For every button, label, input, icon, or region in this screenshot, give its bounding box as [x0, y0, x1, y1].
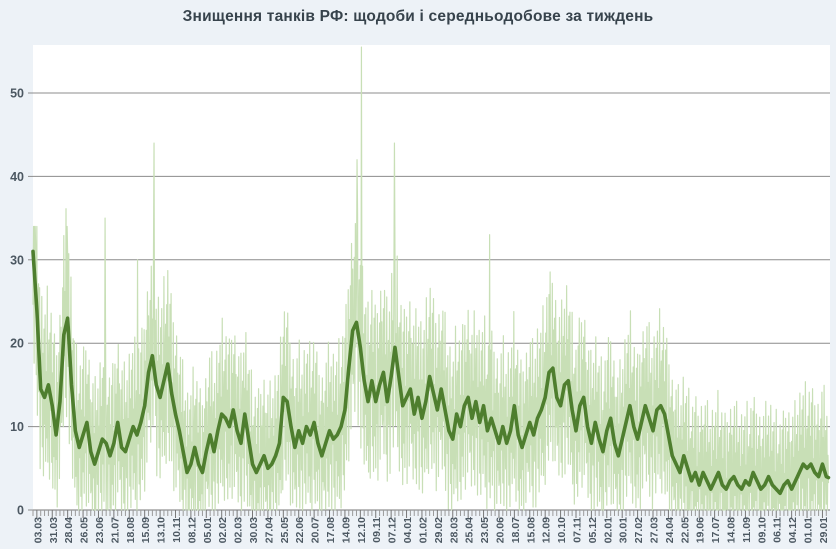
- x-axis-label: 19.06: [695, 517, 707, 543]
- x-axis-label: 22.05: [679, 517, 691, 543]
- x-axis-label: 29.02: [433, 517, 445, 543]
- x-axis-label: 24.04: [664, 517, 676, 543]
- x-axis-label: 22.06: [294, 517, 306, 543]
- y-axis-label: 30: [10, 253, 24, 267]
- x-axis-labels: 03.03 31.03 28.04 26.05 23.06 21.07 18.08 15.09…: [32, 517, 830, 543]
- x-axis-label: 10.10: [556, 517, 568, 543]
- x-axis-label: 13.10: [156, 517, 168, 543]
- x-axis-label: 27.03: [649, 517, 661, 543]
- y-axis-labels: 0 10 20 30 40 50: [10, 87, 24, 518]
- x-axis-label: 29.01: [818, 517, 830, 543]
- y-axis-label: 0: [17, 504, 24, 518]
- y-axis-label: 20: [10, 337, 24, 351]
- x-axis-label: 17.07: [710, 517, 722, 543]
- x-axis-label: 27.02: [633, 517, 645, 543]
- x-axis-label: 09.10: [756, 517, 768, 543]
- y-axis-label: 50: [10, 87, 24, 101]
- x-axis-label: 15.08: [525, 517, 537, 543]
- x-axis-label: 08.12: [186, 517, 198, 543]
- x-axis-label: 01.02: [417, 517, 429, 543]
- x-axis-label: 03.03: [32, 517, 44, 543]
- x-axis-label: 07.11: [571, 517, 583, 543]
- y-axis-label: 10: [10, 420, 24, 434]
- x-axis-label: 30.01: [618, 517, 630, 543]
- x-axis-label: 21.07: [109, 517, 121, 543]
- x-axis-label: 18.07: [510, 517, 522, 543]
- chart-title: Знищення танків РФ: щодоби і середньодоб…: [182, 8, 654, 25]
- x-axis-label: 28.03: [448, 517, 460, 543]
- x-axis-label: 05.12: [587, 517, 599, 543]
- x-axis-label: 02.01: [602, 517, 614, 543]
- x-axis-label: 02.03: [233, 517, 245, 543]
- x-axis-label: 07.12: [387, 517, 399, 543]
- x-axis-label: 31.03: [48, 517, 60, 543]
- x-axis-label: 05.01: [202, 517, 214, 543]
- x-axis-label: 18.08: [125, 517, 137, 543]
- weekly-average-line: [31, 249, 831, 496]
- x-axis-label: 04.12: [787, 517, 799, 543]
- x-axis-label: 28.04: [63, 517, 75, 543]
- x-axis-label: 12.09: [541, 517, 553, 543]
- x-axis-label: 25.05: [279, 517, 291, 543]
- x-axis-label: 11.09: [741, 517, 753, 543]
- x-axis-label: 17.08: [325, 517, 337, 543]
- daily-series-line: [32, 46, 830, 511]
- x-axis-label: 30.03: [248, 517, 260, 543]
- x-axis-label: 23.05: [479, 517, 491, 543]
- x-axis-label: 27.04: [263, 517, 275, 543]
- x-axis-label: 02.02: [217, 517, 229, 543]
- y-axis-label: 40: [10, 170, 24, 184]
- x-axis-label: 06.11: [772, 517, 784, 543]
- x-axis-label: 20.07: [310, 517, 322, 543]
- x-axis-label: 01.01: [803, 517, 815, 543]
- x-axis-label: 09.11: [371, 517, 383, 543]
- x-axis-label: 12.10: [356, 517, 368, 543]
- x-axis-label: 04.01: [402, 517, 414, 543]
- x-axis-label: 14.09: [340, 517, 352, 543]
- x-axis-label: 26.05: [79, 517, 91, 543]
- x-axis-label: 23.06: [94, 517, 106, 543]
- x-axis-ticks: [32, 510, 827, 518]
- x-axis-label: 14.08: [726, 517, 738, 543]
- x-axis-label: 15.09: [140, 517, 152, 543]
- x-axis-label: 10.11: [171, 517, 183, 543]
- x-axis-label: 25.04: [464, 517, 476, 543]
- x-axis-label: 20.06: [494, 517, 506, 543]
